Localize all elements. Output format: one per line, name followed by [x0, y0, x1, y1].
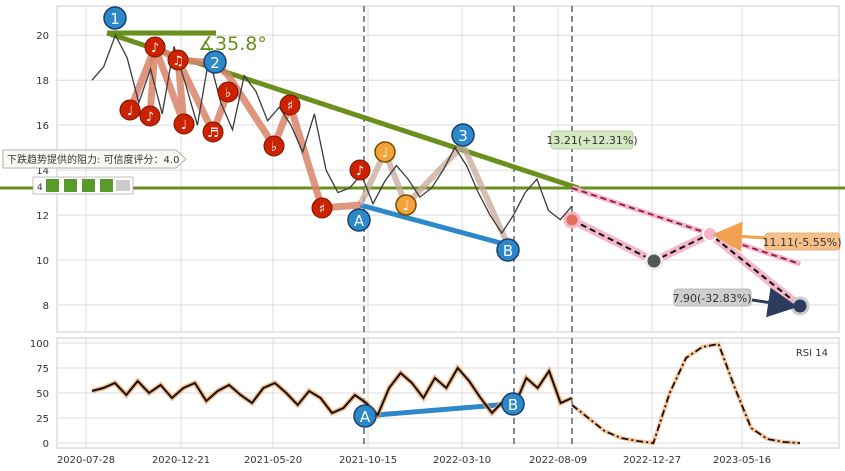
rsi-line	[91, 366, 573, 417]
wave-label-3: 3	[451, 123, 475, 147]
rsi-projection-line	[571, 342, 801, 444]
svg-text:♭: ♭	[225, 86, 231, 101]
x-tick-label: 2020-12-21	[152, 455, 210, 466]
price-y-tick-label: 16	[36, 121, 49, 132]
target-upper-text: 13.21(+12.31%)	[546, 134, 637, 147]
svg-text:♩: ♩	[403, 199, 409, 214]
note-marker: ♩	[173, 113, 195, 135]
analysis-overlay	[0, 30, 845, 419]
rsi-wave-label-b: B	[501, 392, 525, 416]
svg-text:A: A	[360, 408, 371, 426]
price-y-tick-label: 20	[36, 31, 49, 42]
note-marker: ♪	[144, 36, 166, 58]
rating-value: 4	[37, 183, 43, 193]
x-tick-label: 2023-05-16	[713, 455, 771, 466]
x-tick-label: 2022-03-10	[433, 455, 491, 466]
wave-label-a: A	[347, 208, 371, 232]
target-badge-mid: 11.11(-5.55%)	[763, 232, 842, 251]
target-arrow-navy	[751, 287, 798, 318]
note-marker: ♯	[311, 197, 333, 219]
svg-text:♬: ♬	[207, 126, 219, 141]
svg-text:B: B	[508, 396, 518, 414]
rsi-y-tick-label: 0	[43, 439, 49, 450]
svg-text:♪: ♪	[151, 41, 159, 56]
wave-label-1: 1	[103, 6, 127, 30]
note-marker: ♯	[279, 94, 301, 116]
svg-text:B: B	[503, 242, 513, 260]
projection-path-dash	[571, 219, 801, 307]
rsi-y-tick-label: 25	[36, 414, 49, 425]
price-y-tick-label: 12	[36, 211, 49, 222]
svg-text:♫: ♫	[172, 54, 184, 69]
svg-text:2: 2	[210, 54, 220, 72]
last-price-marker	[563, 211, 581, 229]
svg-text:♩: ♩	[127, 104, 133, 119]
svg-text:3: 3	[458, 127, 468, 145]
support-ab-line	[359, 202, 509, 248]
rating-star-icon-empty	[116, 180, 130, 191]
note-marker: ♩	[119, 99, 141, 121]
x-tick-label: 2020-07-28	[57, 455, 115, 466]
projection-upper-dash	[571, 187, 801, 265]
resistance-callout-text: 下跌趋势提供的阻力: 可信度评分：4.0	[7, 153, 179, 166]
svg-text:A: A	[354, 212, 365, 230]
note-marker: ♬	[202, 121, 224, 143]
x-tick-label: 2021-05-20	[244, 455, 302, 466]
svg-text:1: 1	[110, 10, 120, 28]
rating-star-icon	[64, 179, 77, 192]
price-y-tick-label: 18	[36, 76, 49, 87]
svg-text:♭: ♭	[271, 140, 277, 155]
projection-target-marker	[790, 296, 810, 316]
rsi-y-tick-label: 75	[36, 364, 49, 375]
target-arrow-orange	[712, 221, 767, 252]
price-y-axis: 8 10 12 14 16 18 20	[36, 31, 49, 312]
svg-text:♯: ♯	[287, 99, 293, 114]
note-marker: ♪	[139, 105, 161, 127]
svg-text:♯: ♯	[319, 202, 325, 217]
wave-label-b: B	[496, 238, 520, 262]
target-mid-text: 11.11(-5.55%)	[763, 236, 842, 249]
projection-high-marker	[702, 226, 718, 242]
date-x-axis: 2020-07-28 2020-12-21 2021-05-20 2021-10-15…	[57, 455, 771, 466]
target-badge-upper: 13.21(+12.31%)	[546, 130, 638, 150]
note-marker-orange: ♩	[374, 141, 396, 163]
svg-text:♩: ♩	[181, 118, 187, 133]
svg-text:♩: ♩	[382, 146, 388, 161]
rsi-grid	[57, 338, 839, 448]
rating-star-icon	[46, 179, 59, 192]
rating-star-icon	[82, 179, 95, 192]
resistance-callout: 下跌趋势提供的阻力: 可信度评分：4.0	[2, 149, 187, 169]
wave-label-2: 2	[203, 50, 227, 74]
target-badge-low: 7.90(-32.83%)	[673, 288, 752, 307]
rsi-y-axis: 0 25 50 75 100	[30, 339, 49, 450]
projection-low-marker	[644, 251, 664, 271]
rsi-wave-label-a: A	[353, 404, 377, 428]
note-marker: ♪	[349, 159, 371, 181]
svg-text:♪: ♪	[146, 110, 154, 125]
price-y-tick-label: 10	[36, 256, 49, 267]
note-marker: ♭	[263, 135, 285, 157]
rsi-series	[91, 341, 801, 446]
note-markers: ♩ ♪ ♫ ♪ ♩ ♬ ♭ ♭ ♯ ♯ ♪ ♩ ♩	[119, 36, 417, 219]
price-y-tick-label: 8	[43, 301, 49, 312]
note-marker: ♭	[217, 81, 239, 103]
svg-text:♪: ♪	[356, 164, 364, 179]
price-y-tick-label: 14	[36, 166, 49, 177]
target-low-text: 7.90(-32.83%)	[673, 292, 752, 305]
rsi-y-tick-label: 50	[36, 389, 49, 400]
x-tick-label: 2022-12-27	[623, 455, 681, 466]
wave-labels: 1 2 3 A B A B	[103, 6, 525, 428]
rsi-title: RSI 14	[796, 348, 828, 359]
x-tick-label: 2022-08-09	[529, 455, 587, 466]
rating-star-icon	[100, 179, 113, 192]
trend-angle-label: ∡35.8°	[198, 33, 267, 55]
note-marker-orange: ♩	[395, 194, 417, 216]
note-marker: ♫	[167, 49, 189, 71]
rating-box: 4	[32, 176, 134, 195]
x-tick-label: 2021-10-15	[339, 455, 397, 466]
rsi-y-tick-label: 100	[30, 339, 49, 350]
